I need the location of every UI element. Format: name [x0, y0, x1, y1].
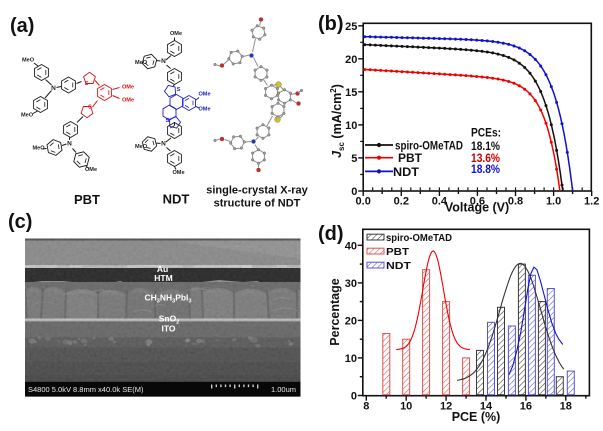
svg-text:OMe: OMe — [198, 107, 210, 113]
svg-text:12: 12 — [440, 401, 452, 413]
svg-text:Au: Au — [157, 264, 168, 274]
svg-text:PBT: PBT — [386, 246, 410, 258]
svg-text:18.1%: 18.1% — [471, 141, 500, 153]
svg-text:0.0: 0.0 — [356, 196, 371, 208]
svg-text:S: S — [166, 118, 170, 124]
svg-text:18.8%: 18.8% — [471, 164, 500, 176]
svg-text:OMe: OMe — [172, 170, 184, 176]
svg-text:OMe: OMe — [122, 85, 134, 91]
svg-text:OMe: OMe — [170, 31, 182, 37]
svg-text:NDT: NDT — [393, 167, 419, 179]
svg-text:NDT: NDT — [163, 192, 190, 207]
svg-text:S: S — [88, 105, 92, 111]
svg-text:40: 40 — [345, 240, 357, 252]
svg-text:(b): (b) — [318, 13, 344, 35]
svg-text:8: 8 — [363, 401, 369, 413]
svg-text:S: S — [85, 81, 89, 87]
svg-text:MeO: MeO — [21, 113, 34, 119]
svg-text:MeO: MeO — [135, 144, 148, 150]
svg-text:OMe: OMe — [85, 167, 97, 173]
svg-text:spiro-OMeTAD: spiro-OMeTAD — [386, 232, 452, 244]
svg-text:N: N — [51, 85, 56, 92]
svg-text:14: 14 — [480, 401, 493, 413]
svg-text:10: 10 — [400, 401, 412, 413]
svg-text:PBT: PBT — [398, 153, 422, 165]
svg-text:15: 15 — [345, 87, 357, 99]
svg-text:HTM: HTM — [154, 273, 172, 283]
svg-text:18: 18 — [560, 401, 572, 413]
svg-text:5: 5 — [351, 153, 357, 165]
svg-text:(c): (c) — [8, 211, 32, 233]
svg-text:0: 0 — [351, 186, 357, 198]
svg-text:SnO2: SnO2 — [159, 314, 180, 326]
svg-text:OMe: OMe — [122, 98, 134, 104]
svg-text:single-crystal X-ray: single-crystal X-ray — [206, 185, 308, 197]
svg-text:S: S — [177, 87, 181, 93]
svg-text:N: N — [67, 141, 72, 148]
svg-text:PBT: PBT — [74, 192, 100, 207]
svg-text:13.6%: 13.6% — [471, 153, 500, 165]
svg-text:S4800 5.0kV 8.8mm x40.0k SE(M): S4800 5.0kV 8.8mm x40.0k SE(M) — [28, 385, 144, 394]
svg-text:25: 25 — [345, 21, 357, 33]
svg-text:OMe: OMe — [198, 92, 210, 98]
svg-text:structure of NDT: structure of NDT — [214, 198, 301, 210]
svg-text:0.2: 0.2 — [394, 196, 409, 208]
svg-text:Percentage: Percentage — [328, 278, 342, 345]
svg-text:(d): (d) — [318, 223, 344, 245]
svg-text:Voltage (V): Voltage (V) — [445, 200, 509, 214]
svg-text:0: 0 — [351, 391, 357, 403]
svg-text:20: 20 — [345, 315, 357, 327]
svg-text:spiro-OMeTAD: spiro-OMeTAD — [395, 141, 463, 153]
svg-text:1.2: 1.2 — [584, 196, 599, 208]
svg-text:10: 10 — [345, 353, 357, 365]
svg-text:PCE (%): PCE (%) — [452, 410, 501, 424]
svg-text:1.00um: 1.00um — [271, 385, 296, 394]
svg-text:PCEs:: PCEs: — [471, 128, 501, 140]
svg-text:MeO: MeO — [32, 146, 45, 152]
svg-text:16: 16 — [520, 401, 532, 413]
svg-text:0.4: 0.4 — [432, 196, 448, 208]
svg-text:ITO: ITO — [161, 324, 175, 334]
svg-text:N: N — [161, 141, 166, 148]
svg-text:MeO: MeO — [22, 58, 35, 64]
svg-text:30: 30 — [345, 278, 357, 290]
svg-text:Jsc (mA/cm2): Jsc (mA/cm2) — [329, 84, 346, 158]
svg-text:20: 20 — [345, 54, 357, 66]
svg-text:N: N — [161, 58, 166, 65]
svg-text:1.0: 1.0 — [546, 196, 561, 208]
svg-text:NDT: NDT — [386, 260, 412, 272]
svg-text:0.8: 0.8 — [508, 196, 523, 208]
svg-text:(a): (a) — [10, 15, 34, 37]
svg-text:MeO: MeO — [135, 60, 148, 66]
svg-text:10: 10 — [345, 120, 357, 132]
svg-text:CH3NH3PbI3: CH3NH3PbI3 — [145, 292, 192, 304]
svg-text:0.6: 0.6 — [470, 196, 485, 208]
